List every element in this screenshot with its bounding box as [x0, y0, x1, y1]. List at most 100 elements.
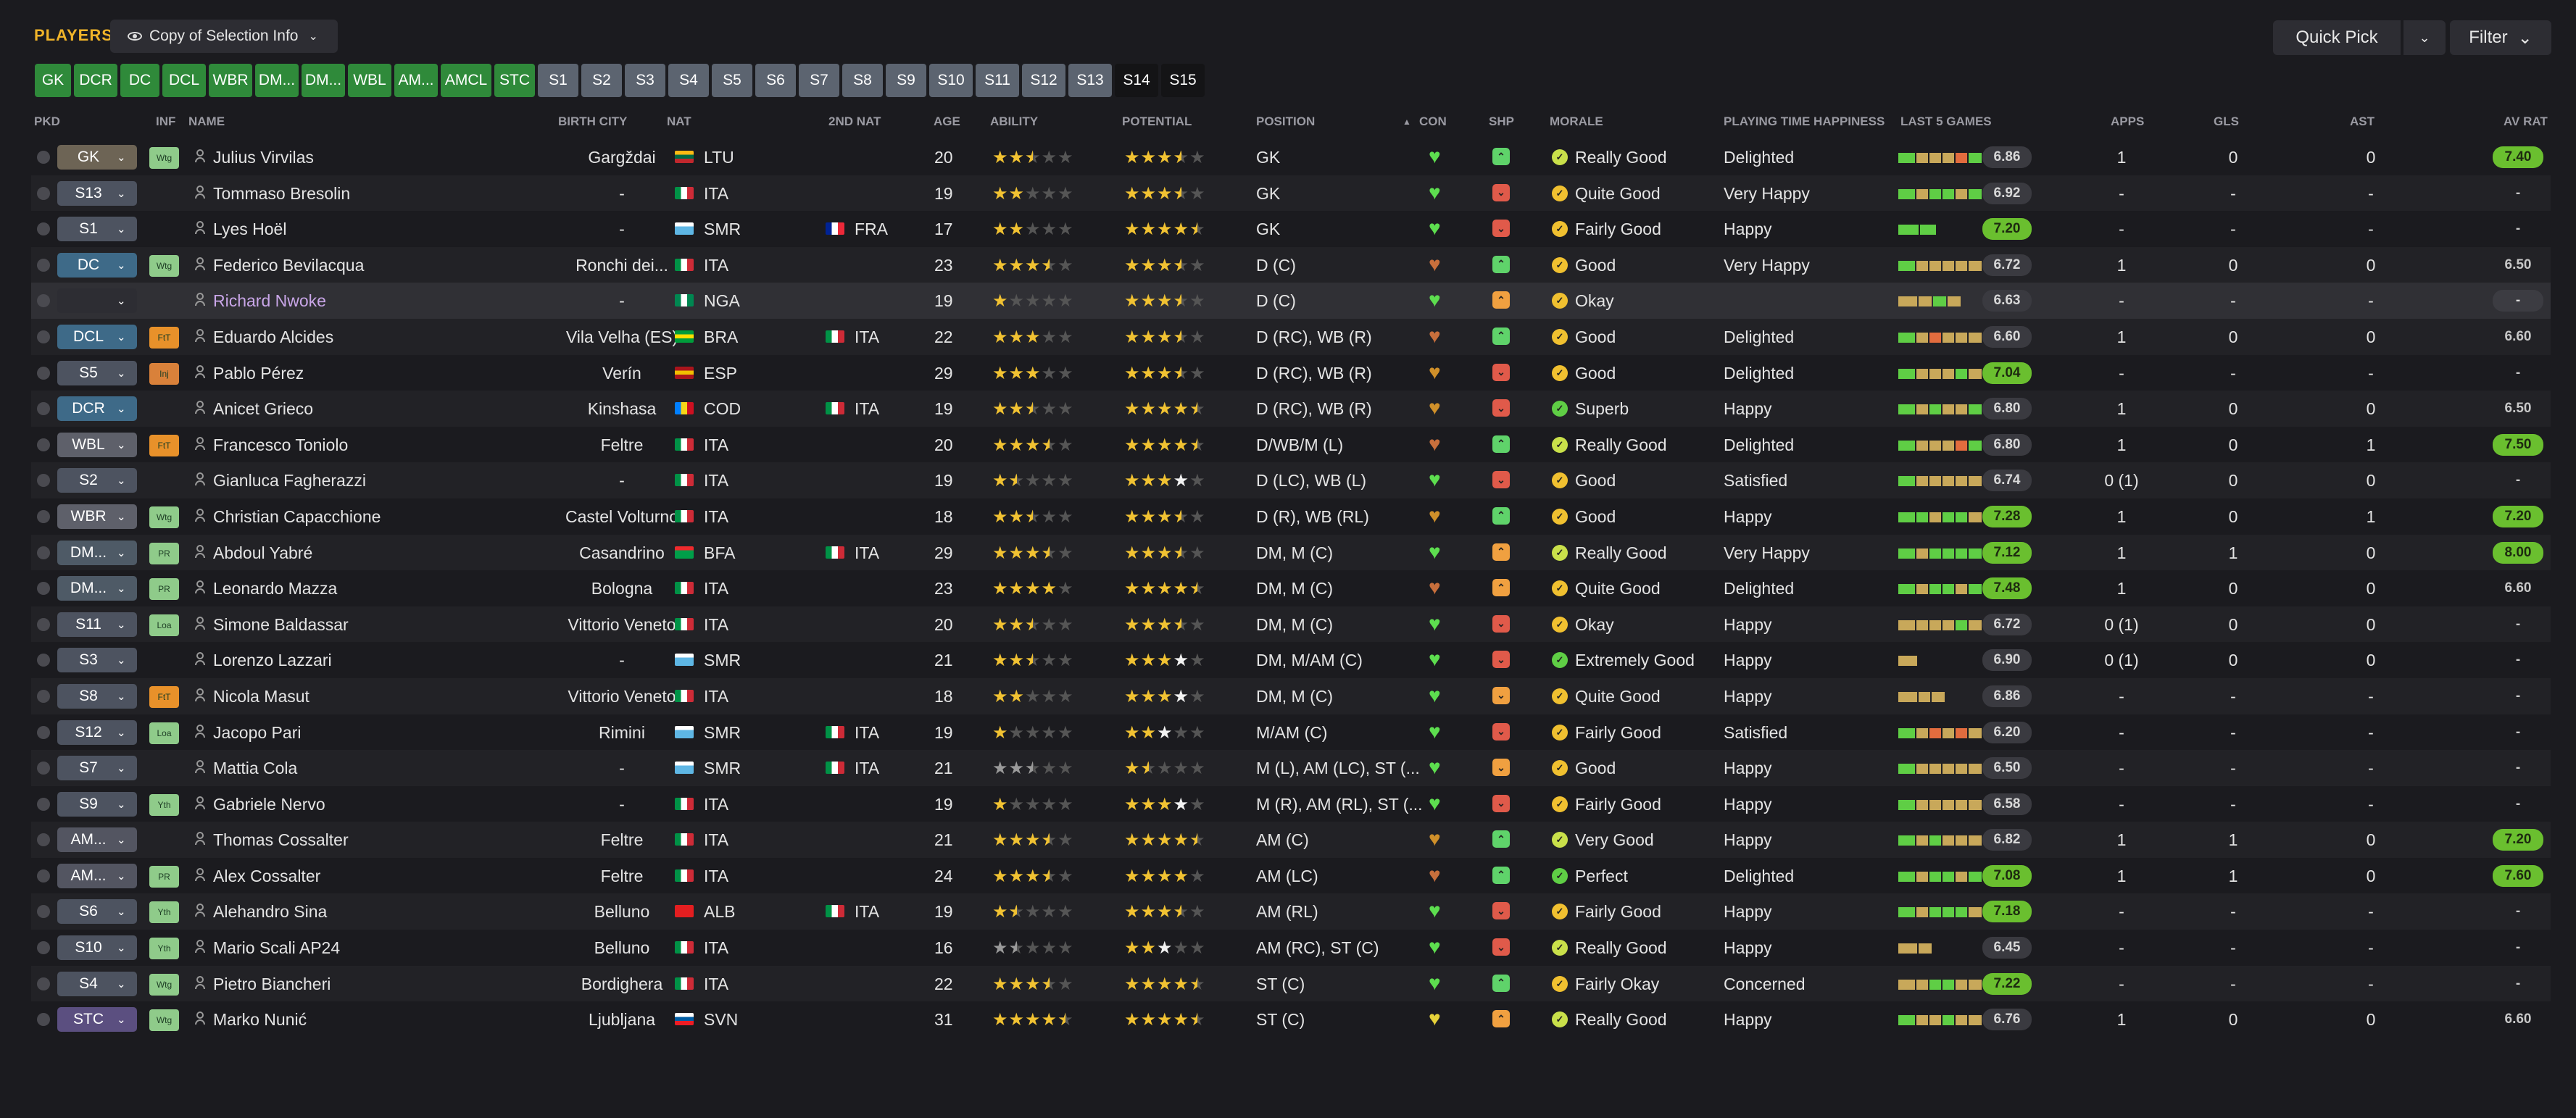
position-tab[interactable]: S1: [538, 64, 578, 97]
position-tab[interactable]: STC: [494, 64, 535, 97]
view-select[interactable]: Copy of Selection Info ⌄: [110, 20, 338, 53]
row-checkbox[interactable]: [37, 869, 50, 883]
row-checkbox[interactable]: [37, 186, 50, 200]
col-inf[interactable]: INF: [156, 114, 176, 128]
player-name[interactable]: Lyes Hoël: [213, 220, 287, 239]
position-tab[interactable]: S5: [712, 64, 752, 97]
table-row[interactable]: DCR ⌄ Anicet Grieco Kinshasa COD ITA 19 ★★★ ★★ ★ ★…: [31, 391, 2551, 427]
table-row[interactable]: DC ⌄ Wtg Federico Bevilacqua Ronchi dei... IT…: [31, 246, 2551, 283]
pkd-selector[interactable]: DM... ⌄: [57, 540, 137, 565]
row-checkbox[interactable]: [37, 222, 50, 236]
pkd-selector[interactable]: WBR ⌄: [57, 504, 137, 529]
player-name[interactable]: Anicet Grieco: [213, 399, 314, 419]
row-checkbox[interactable]: [37, 797, 50, 811]
player-name[interactable]: Alex Cossalter: [213, 866, 321, 885]
row-checkbox[interactable]: [37, 977, 50, 990]
position-tab[interactable]: S7: [799, 64, 839, 97]
player-name[interactable]: Mattia Cola: [213, 759, 298, 778]
pkd-selector[interactable]: DC ⌄: [57, 252, 137, 278]
col-apps[interactable]: APPS: [2111, 114, 2145, 128]
quick-pick-dropdown[interactable]: ⌄: [2403, 20, 2446, 55]
player-name[interactable]: Abdoul Yabré: [213, 543, 313, 562]
position-tab[interactable]: DC: [120, 64, 159, 97]
table-row[interactable]: S4 ⌄ Wtg Pietro Biancheri Bordighera ITA 22 ★★★…: [31, 965, 2551, 1002]
position-tab[interactable]: AMCL: [441, 64, 491, 97]
col-con[interactable]: CON: [1419, 114, 1447, 128]
row-checkbox[interactable]: [37, 905, 50, 919]
pkd-selector[interactable]: S11 ⌄: [57, 612, 137, 637]
pkd-selector[interactable]: ⌄: [57, 288, 137, 314]
position-tab[interactable]: S3: [625, 64, 665, 97]
player-name[interactable]: Richard Nwoke: [213, 291, 326, 311]
player-name[interactable]: Pablo Pérez: [213, 363, 304, 383]
position-tab[interactable]: AM...: [394, 64, 438, 97]
row-checkbox[interactable]: [37, 689, 50, 703]
table-row[interactable]: DCL ⌄ FtT Eduardo Alcides Vila Velha (ES) BRA…: [31, 318, 2551, 355]
table-row[interactable]: S7 ⌄ Mattia Cola - SMR ITA 21 ★★★★★★ ★★★★★★ M (L)…: [31, 750, 2551, 786]
row-checkbox[interactable]: [37, 617, 50, 631]
row-checkbox[interactable]: [37, 582, 50, 596]
position-tab[interactable]: S2: [581, 64, 622, 97]
col-potential[interactable]: POTENTIAL: [1122, 114, 1192, 128]
col-ability[interactable]: ABILITY: [990, 114, 1039, 128]
quick-pick-button[interactable]: Quick Pick: [2273, 20, 2401, 55]
table-row[interactable]: WBR ⌄ Wtg Christian Capacchione Castel Voltu…: [31, 498, 2551, 535]
table-row[interactable]: AM... ⌄ Thomas Cossalter Feltre ITA 21 ★★★★ ★ ★ ★…: [31, 822, 2551, 858]
player-name[interactable]: Simone Baldassar: [213, 614, 349, 634]
position-tab[interactable]: S14: [1115, 64, 1158, 97]
row-checkbox[interactable]: [37, 330, 50, 343]
row-checkbox[interactable]: [37, 941, 50, 955]
player-name[interactable]: Alehandro Sina: [213, 902, 328, 922]
row-checkbox[interactable]: [37, 474, 50, 488]
col-av-rat[interactable]: AV RAT: [2504, 114, 2548, 128]
col-gls[interactable]: GLS: [2214, 114, 2239, 128]
position-tab[interactable]: S11: [976, 64, 1019, 97]
player-name[interactable]: Jacopo Pari: [213, 722, 302, 742]
player-name[interactable]: Francesco Toniolo: [213, 435, 349, 454]
pkd-selector[interactable]: S7 ⌄: [57, 756, 137, 781]
player-name[interactable]: Pietro Biancheri: [213, 974, 331, 993]
table-row[interactable]: S12 ⌄ Loa Jacopo Pari Rimini SMR ITA 19 ★★★★★ ★★★…: [31, 714, 2551, 751]
pkd-selector[interactable]: GK ⌄: [57, 145, 137, 170]
table-row[interactable]: S2⌄Gianluca Fagherazzi-ITA19★★★★★★★★★★★D…: [31, 462, 2551, 498]
row-checkbox[interactable]: [37, 402, 50, 416]
pkd-selector[interactable]: S8 ⌄: [57, 683, 137, 709]
table-row[interactable]: S9 ⌄ Yth Gabriele Nervo - ITA 19 ★★★★★ ★★★★★ M (R…: [31, 786, 2551, 822]
col-shp[interactable]: SHP: [1489, 114, 1514, 128]
row-checkbox[interactable]: [37, 725, 50, 739]
table-row[interactable]: S6 ⌄ Yth Alehandro Sina Belluno ALB ITA 19 ★★ ★★★…: [31, 893, 2551, 930]
pkd-selector[interactable]: AM... ⌄: [57, 827, 137, 853]
position-tab[interactable]: S15: [1161, 64, 1205, 97]
row-checkbox[interactable]: [37, 294, 50, 308]
player-name[interactable]: Marko Nunić: [213, 1010, 307, 1030]
player-name[interactable]: Julius Virvilas: [213, 148, 314, 167]
pkd-selector[interactable]: S5 ⌄: [57, 360, 137, 385]
row-checkbox[interactable]: [37, 438, 50, 451]
pkd-selector[interactable]: S1 ⌄: [57, 217, 137, 242]
position-tab[interactable]: WBR: [209, 64, 252, 97]
position-tab[interactable]: S10: [929, 64, 973, 97]
table-row[interactable]: DM... ⌄ PR Leonardo Mazza Bologna ITA 23 ★★★★★ ★…: [31, 570, 2551, 606]
col-2nd-nat[interactable]: 2ND NAT: [828, 114, 881, 128]
row-checkbox[interactable]: [37, 509, 50, 523]
pkd-selector[interactable]: S9 ⌄: [57, 791, 137, 817]
player-name[interactable]: Federico Bevilacqua: [213, 255, 365, 275]
table-row[interactable]: S1⌄Lyes Hoël-SMRFRA17★★★★★★★★★★★GK♥⌄✓Fai…: [31, 211, 2551, 247]
pkd-selector[interactable]: S6 ⌄: [57, 899, 137, 925]
table-row[interactable]: S8 ⌄ FtT Nicola Masut Vittorio Veneto ITA 18 ★★…: [31, 677, 2551, 714]
position-tab[interactable]: S8: [842, 64, 883, 97]
pkd-selector[interactable]: S12 ⌄: [57, 719, 137, 745]
filter-button[interactable]: Filter ⌄: [2450, 20, 2551, 55]
pkd-selector[interactable]: DCR ⌄: [57, 396, 137, 422]
player-name[interactable]: Mario Scali AP24: [213, 938, 341, 958]
row-checkbox[interactable]: [37, 762, 50, 775]
pkd-selector[interactable]: S4 ⌄: [57, 971, 137, 996]
table-row[interactable]: AM... ⌄ PR Alex Cossalter Feltre ITA 24 ★★★★ ★ ★★…: [31, 858, 2551, 894]
col-last5[interactable]: LAST 5 GAMES: [1900, 114, 1992, 128]
col-morale[interactable]: MORALE: [1550, 114, 1603, 128]
player-name[interactable]: Thomas Cossalter: [213, 830, 349, 850]
pkd-selector[interactable]: S13 ⌄: [57, 180, 137, 206]
table-row[interactable]: DM... ⌄ PR Abdoul Yabré Casandrino BFA ITA 29 ★★…: [31, 534, 2551, 571]
position-tab[interactable]: S4: [668, 64, 709, 97]
